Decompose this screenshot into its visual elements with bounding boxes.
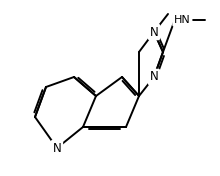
Text: N: N (53, 142, 61, 155)
Text: N: N (150, 26, 158, 39)
Text: HN: HN (174, 15, 191, 25)
Text: HN: HN (174, 15, 191, 25)
Text: N: N (150, 71, 158, 83)
